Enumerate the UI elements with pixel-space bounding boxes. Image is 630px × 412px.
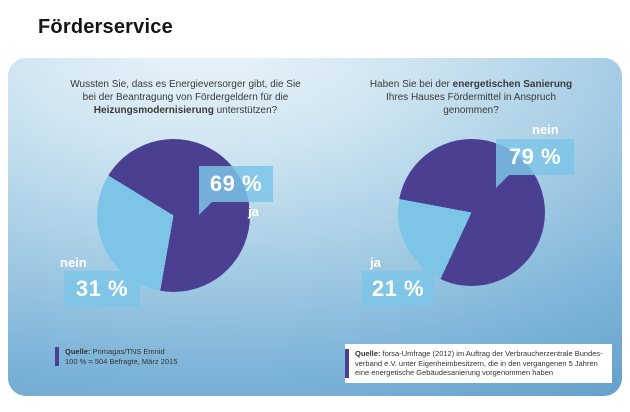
question-left: Wussten Sie, dass es Energieversorger gi… xyxy=(63,78,308,117)
value-label-ja-left: 69 % xyxy=(209,171,263,196)
source-label: Quelle: xyxy=(65,347,91,356)
question-left-pre: Wussten Sie, dass es Energieversorger gi… xyxy=(70,79,301,103)
content-panel: Wussten Sie, dass es Energieversorger gi… xyxy=(8,58,622,396)
value-label-ja-right: 21 % xyxy=(371,276,425,301)
question-left-bold: Heizungsmodernisierung xyxy=(93,105,214,116)
source-right-text: Quelle: forsa-Umfrage (2012) im Auftrag … xyxy=(355,349,603,378)
page-title: Förderservice xyxy=(38,16,173,38)
value-badge-nein-left: 31 % xyxy=(64,258,140,307)
source-right: Quelle: forsa-Umfrage (2012) im Auftrag … xyxy=(345,344,612,383)
source-line: 100 % = 504 Befragte, März 2015 xyxy=(65,356,178,366)
slice-label-nein-left: nein xyxy=(60,255,87,270)
question-right-pre: Haben Sie bei der xyxy=(369,79,453,90)
pie-chart-left xyxy=(97,139,250,292)
question-right-post: Ihres Hauses Fördermittel in Anspruch ge… xyxy=(385,92,557,116)
question-left-post: unterstützen? xyxy=(213,105,278,116)
value-label-nein-left: 31 % xyxy=(75,276,129,301)
source-text-segment: forsa-Umfrage (2012) im Auftrag der Verb… xyxy=(382,349,603,358)
question-right-bold: energetischen Sanierung xyxy=(452,79,573,90)
slice-label-ja-right: ja xyxy=(370,255,381,270)
question-right: Haben Sie bei der energetischen Sanierun… xyxy=(360,78,582,117)
source-line: verband e.V. unter Eigenheimbesitzern, d… xyxy=(355,358,598,368)
value-badge-nein-right: 79 % xyxy=(496,139,574,188)
value-badge-ja-right: 21 % xyxy=(362,258,434,307)
source-left-text: Quelle: Primagas/TNS Emnid 100 % = 504 B… xyxy=(65,347,177,366)
source-line: Quelle: forsa-Umfrage (2012) im Auftrag … xyxy=(355,349,603,359)
callout-pointer-icon xyxy=(421,258,434,271)
source-left: Quelle: Primagas/TNS Emnid 100 % = 504 B… xyxy=(55,347,177,366)
source-accent-bar xyxy=(55,347,59,366)
callout-pointer-icon xyxy=(127,258,140,271)
source-text-segment: Primagas/TNS Emnid xyxy=(92,347,165,356)
source-accent-bar xyxy=(345,349,349,378)
callout-pointer-icon xyxy=(496,175,509,188)
slice-label-nein-right: nein xyxy=(532,122,559,137)
source-line: Quelle: Primagas/TNS Emnid xyxy=(65,347,177,357)
value-label-nein-right: 79 % xyxy=(508,144,562,169)
callout-pointer-icon xyxy=(199,202,212,215)
source-label: Quelle: xyxy=(355,349,381,358)
slice-label-ja-left: ja xyxy=(248,204,259,219)
value-badge-ja-left: 69 % xyxy=(199,166,273,215)
source-line: eine energetische Gebäudesanierung vorge… xyxy=(355,368,554,377)
